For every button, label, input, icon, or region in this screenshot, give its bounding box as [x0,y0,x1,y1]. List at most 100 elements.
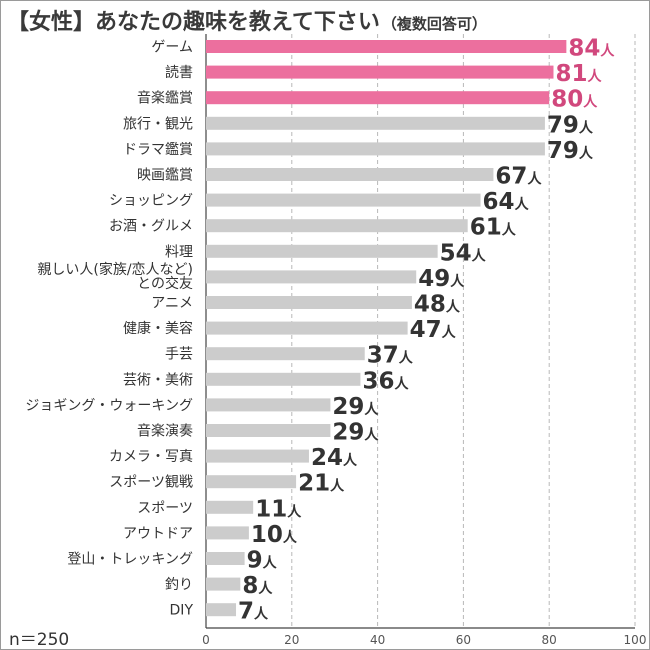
bar [206,475,297,489]
value-unit: 人 [579,119,594,136]
value-label: 61人 [470,215,517,241]
value-unit: 人 [579,145,594,162]
value-number: 80 [551,87,583,113]
value-label: 84人 [568,36,615,62]
bar [206,321,408,335]
value-label: 48人 [414,292,461,318]
category-label: ドラマ鑑賞 [123,141,193,158]
value-unit: 人 [583,94,598,111]
category-label: ゲーム [151,40,193,56]
value-number: 9 [247,548,263,574]
bar [206,142,545,156]
category-label: お酒・グルメ [109,219,193,235]
value-number: 11 [255,496,287,522]
value-label: 37人 [367,343,414,369]
bar [206,603,237,617]
value-unit: 人 [364,401,379,418]
value-number: 79 [547,112,579,138]
value-unit: 人 [515,196,530,213]
bar [206,116,545,130]
value-unit: 人 [600,43,615,60]
category-label: 旅行・観光 [123,115,193,132]
x-tick-label: 20 [284,633,299,647]
category-label: 健康・美容 [123,320,193,337]
value-unit: 人 [502,222,517,239]
value-number: 49 [418,266,450,292]
bar [206,552,245,565]
value-label: 49人 [418,266,465,292]
chart-title-sub: （複数回答可） [381,15,487,33]
value-label: 67人 [495,164,542,190]
value-unit: 人 [399,350,414,367]
x-tick-label: 40 [370,633,385,647]
value-unit: 人 [287,503,302,520]
value-label: 10人 [251,522,298,548]
value-number: 48 [414,292,446,318]
value-label: 8人 [242,573,273,599]
value-label: 80人 [551,87,598,113]
x-tick-label: 0 [202,633,210,647]
value-label: 9人 [247,548,278,574]
bar [206,347,365,361]
value-number: 37 [367,343,399,369]
value-unit: 人 [394,375,409,392]
category-label-line: との交友 [137,275,193,292]
bar [206,424,331,437]
value-number: 54 [440,240,472,266]
value-label: 7人 [238,599,269,625]
category-label: 映画鑑賞 [137,167,193,184]
bar [206,40,567,53]
value-label: 47人 [410,317,457,343]
x-tick-label: 100 [624,633,647,647]
bar [206,65,554,79]
value-label: 29人 [332,394,379,420]
value-number: 47 [410,317,442,343]
bar [206,449,309,463]
value-number: 64 [483,189,515,215]
bar [206,193,481,207]
chart-title: 【女性】あなたの趣味を教えて下さい （複数回答可） [7,4,487,36]
value-number: 24 [311,445,343,471]
value-label: 29人 [332,420,379,446]
value-label: 36人 [362,368,409,394]
value-unit: 人 [254,606,269,623]
value-number: 29 [332,394,364,420]
value-number: 79 [547,138,579,164]
bar [206,219,468,233]
category-label-line: 親しい人(家族/恋人など) [37,261,193,278]
category-label: スポーツ観戦 [109,474,193,491]
value-label: 79人 [547,112,594,138]
bar [206,398,331,412]
value-label: 64人 [483,189,530,215]
value-unit: 人 [450,273,465,290]
bar [206,168,494,181]
value-number: 7 [238,599,254,625]
bar [206,296,412,309]
value-number: 10 [251,522,283,548]
value-unit: 人 [263,555,278,572]
bar [206,500,254,514]
value-unit: 人 [283,529,298,546]
category-label: 料理 [165,244,193,260]
x-tick-label: 80 [542,633,557,647]
value-number: 8 [242,573,258,599]
value-unit: 人 [472,247,487,264]
value-number: 81 [555,61,587,87]
value-number: 29 [332,420,364,446]
value-label: 81人 [555,61,602,87]
value-number: 67 [495,164,527,190]
bar [206,244,438,258]
value-unit: 人 [442,324,457,341]
value-unit: 人 [588,68,603,85]
sample-size-label: n＝250 [9,630,70,650]
category-label: 親しい人(家族/恋人など)との交友 [37,261,193,292]
category-label: スポーツ [137,500,193,516]
category-label: 音楽鑑賞 [137,90,193,107]
value-unit: 人 [330,478,345,495]
value-number: 21 [298,471,330,497]
bar [206,91,550,105]
value-label: 11人 [255,496,302,522]
value-label: 54人 [440,240,487,266]
